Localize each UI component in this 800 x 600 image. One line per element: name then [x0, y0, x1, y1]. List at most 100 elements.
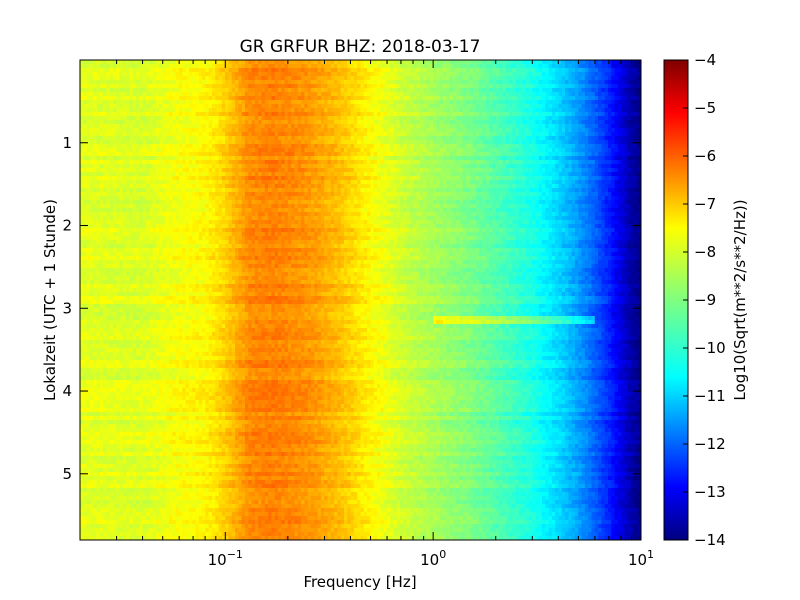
heatmap-cell	[499, 116, 503, 121]
heatmap-cell	[505, 120, 510, 125]
heatmap-cell	[86, 76, 91, 81]
heatmap-cell	[449, 104, 454, 109]
heatmap-cell	[330, 104, 335, 109]
heatmap-cell	[373, 96, 378, 101]
heatmap-cell	[393, 68, 398, 73]
heatmap-cell	[360, 72, 365, 77]
heatmap-cell	[565, 148, 569, 153]
heatmap-cell	[195, 112, 200, 117]
heatmap-cell	[162, 80, 167, 85]
heatmap-cell	[225, 172, 230, 177]
heatmap-cell	[304, 68, 309, 73]
heatmap-cell	[324, 132, 329, 137]
heatmap-cell	[538, 68, 543, 73]
heatmap-cell	[159, 76, 164, 81]
heatmap-cell	[109, 96, 114, 101]
heatmap-cell	[492, 108, 497, 113]
heatmap-cell	[281, 124, 286, 129]
heatmap-cell	[631, 96, 635, 101]
heatmap-cell	[373, 152, 378, 157]
heatmap-cell	[146, 88, 150, 93]
heatmap-cell	[324, 168, 329, 173]
heatmap-cell	[429, 100, 434, 105]
heatmap-cell	[294, 104, 299, 109]
heatmap-cell	[495, 132, 500, 137]
heatmap-cell	[515, 92, 520, 97]
heatmap-cell	[377, 136, 381, 141]
heatmap-cell	[446, 60, 451, 65]
heatmap-cell	[297, 116, 302, 121]
heatmap-cell	[617, 108, 622, 113]
heatmap-cell	[545, 92, 550, 97]
heatmap-cell	[228, 148, 233, 153]
heatmap-cell	[429, 144, 434, 149]
heatmap-cell	[443, 96, 447, 101]
heatmap-cell	[109, 132, 114, 137]
heatmap-cell	[482, 88, 487, 93]
heatmap-cell	[393, 140, 398, 145]
heatmap-cell	[258, 108, 263, 113]
heatmap-cell	[608, 60, 612, 65]
heatmap-cell	[377, 92, 381, 97]
heatmap-cell	[86, 60, 91, 65]
heatmap-cell	[495, 76, 500, 81]
heatmap-cell	[281, 60, 286, 65]
heatmap-cell	[561, 124, 566, 129]
heatmap-cell	[291, 120, 296, 125]
heatmap-cell	[291, 140, 296, 145]
heatmap-cell	[221, 116, 226, 121]
heatmap-cell	[337, 164, 342, 169]
heatmap-cell	[400, 100, 404, 105]
heatmap-cell	[122, 132, 127, 137]
heatmap-cell	[175, 168, 180, 173]
heatmap-cell	[466, 124, 470, 129]
heatmap-cell	[410, 68, 414, 73]
heatmap-cell	[347, 84, 352, 89]
heatmap-cell	[611, 128, 616, 133]
heatmap-cell	[571, 92, 576, 97]
heatmap-cell	[344, 72, 348, 77]
heatmap-cell	[558, 140, 563, 145]
heatmap-cell	[347, 88, 352, 93]
heatmap-cell	[188, 100, 193, 105]
heatmap-cell	[555, 140, 560, 145]
heatmap-cell	[637, 128, 641, 133]
heatmap-cell	[103, 160, 107, 165]
heatmap-cell	[469, 92, 474, 97]
heatmap-cell	[113, 148, 117, 153]
heatmap-cell	[360, 148, 365, 153]
heatmap-cell	[106, 128, 111, 133]
heatmap-cell	[268, 60, 272, 65]
heatmap-cell	[433, 96, 437, 101]
heatmap-cell	[96, 108, 101, 113]
heatmap-cell	[542, 132, 546, 137]
heatmap-cell	[505, 144, 510, 149]
heatmap-cell	[608, 88, 612, 93]
heatmap-cell	[512, 124, 517, 129]
heatmap-cell	[551, 80, 556, 85]
heatmap-cell	[281, 132, 286, 137]
heatmap-cell	[386, 80, 391, 85]
heatmap-cell	[136, 124, 140, 129]
heatmap-cell	[380, 96, 385, 101]
heatmap-cell	[129, 172, 134, 177]
heatmap-cell	[80, 132, 84, 137]
heatmap-cell	[357, 76, 362, 81]
heatmap-cell	[146, 60, 150, 65]
heatmap-cell	[116, 152, 121, 157]
heatmap-cell	[594, 132, 599, 137]
heatmap-cell	[311, 156, 315, 161]
heatmap-cell	[271, 156, 276, 161]
heatmap-cell	[472, 104, 477, 109]
heatmap-cell	[330, 128, 335, 133]
heatmap-cell	[109, 112, 114, 117]
heatmap-cell	[548, 132, 553, 137]
heatmap-cell	[169, 164, 173, 169]
heatmap-cell	[466, 164, 470, 169]
heatmap-cell	[637, 164, 641, 169]
heatmap-cell	[182, 140, 187, 145]
heatmap-cell	[413, 84, 418, 89]
heatmap-cell	[466, 160, 470, 165]
heatmap-cell	[393, 148, 398, 153]
heatmap-cell	[604, 76, 609, 81]
